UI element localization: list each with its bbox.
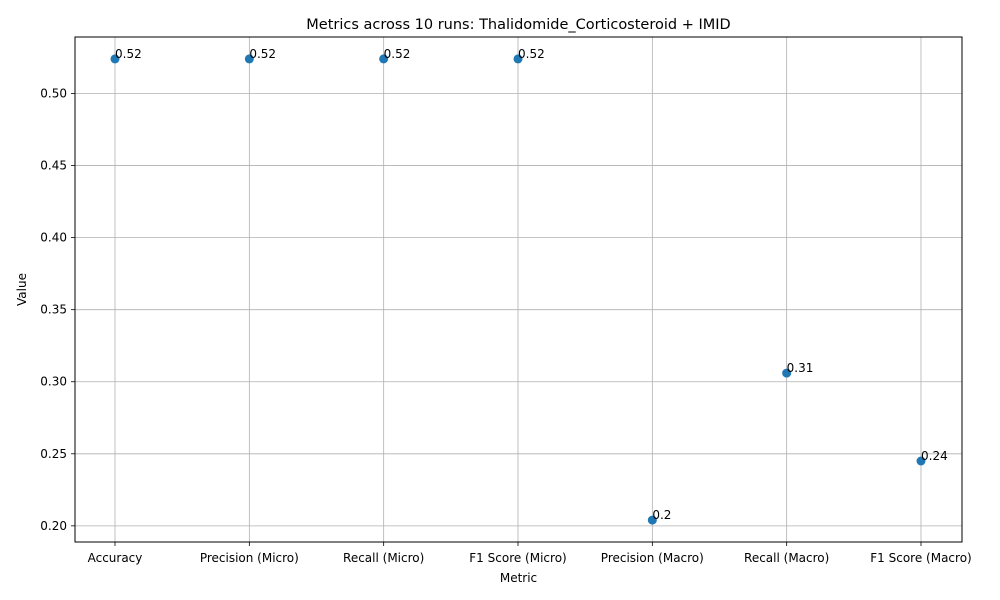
chart-title: Metrics across 10 runs: Thalidomide_Cort…: [306, 17, 730, 33]
data-point: [244, 54, 254, 64]
data-label: 0.52: [384, 47, 411, 61]
data-point: [916, 456, 926, 466]
data-label: 0.2: [652, 508, 671, 522]
data-points: 0.52 0.52 0.52 0.52 0.2 0.31 0.24: [110, 47, 948, 525]
y-tick-label: 0.30: [40, 375, 67, 389]
data-label: 0.52: [115, 47, 142, 61]
data-label: 0.52: [518, 47, 545, 61]
plot-frame: [74, 36, 963, 543]
data-label: 0.31: [787, 361, 814, 375]
x-tick-label: Precision (Micro): [200, 551, 299, 565]
data-point: [782, 368, 792, 378]
x-tick-label: Accuracy: [88, 551, 143, 565]
data-point: [110, 54, 120, 64]
y-axis-label: Value: [15, 273, 29, 306]
x-tick-label: Recall (Micro): [343, 551, 424, 565]
data-point: [513, 54, 523, 64]
data-point: [647, 515, 657, 525]
data-point: [379, 54, 389, 64]
data-label: 0.24: [921, 449, 948, 463]
y-tick-label: 0.20: [40, 519, 67, 533]
x-tick-label: Precision (Macro): [601, 551, 704, 565]
x-tick-label: F1 Score (Micro): [469, 551, 566, 565]
y-tick-label: 0.25: [40, 447, 67, 461]
grid-lines: [75, 37, 962, 542]
axis-ticks: Accuracy Precision (Micro) Recall (Micro) F…: [40, 86, 971, 565]
y-tick-label: 0.45: [40, 159, 67, 173]
data-label: 0.52: [249, 47, 276, 61]
y-tick-label: 0.40: [40, 231, 67, 245]
y-tick-label: 0.50: [40, 86, 67, 100]
y-tick-label: 0.35: [40, 303, 67, 317]
x-axis-label: Metric: [500, 571, 537, 585]
x-tick-label: Recall (Macro): [744, 551, 829, 565]
x-tick-label: F1 Score (Macro): [870, 551, 971, 565]
